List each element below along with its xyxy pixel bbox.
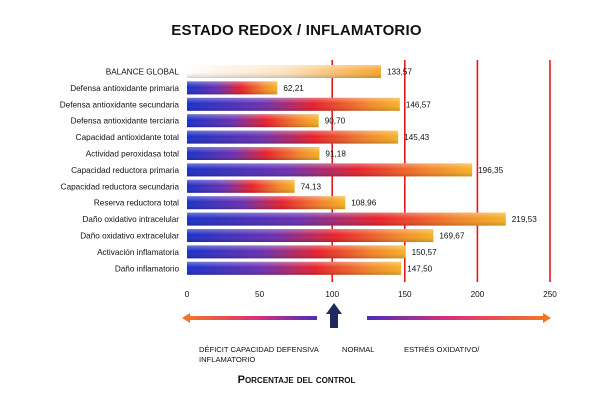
bar-shade-3 xyxy=(187,114,319,128)
bar-shade-10 xyxy=(187,229,434,242)
value-label-10: 169,67 xyxy=(439,232,464,241)
x-tick-150: 150 xyxy=(398,290,412,299)
x-tick-200: 200 xyxy=(471,290,485,299)
x-tick-0: 0 xyxy=(185,290,190,299)
bar-shade-11 xyxy=(187,245,406,259)
legend-stress-label: ESTRÉS OXIDATIVO/ xyxy=(404,345,480,354)
category-label-5: Actividad peroxidasa total xyxy=(86,150,179,159)
value-label-8: 108,96 xyxy=(351,199,376,208)
bars-group xyxy=(187,65,506,275)
category-label-10: Daño oxidativo extracelular xyxy=(80,232,179,241)
right-arrow-icon xyxy=(367,313,551,323)
category-label-6: Capacidad reductora primaria xyxy=(71,166,179,175)
value-label-3: 90,70 xyxy=(325,117,346,126)
bar-shade-8 xyxy=(187,196,346,210)
legend-normal-label: NORMAL xyxy=(342,345,375,354)
bar-shade-2 xyxy=(187,97,400,111)
x-tick-50: 50 xyxy=(255,290,265,299)
value-labels: 133,57 62,21 146,57 90,70 145,43 91,18 196,35 7… xyxy=(283,68,537,274)
value-label-11: 150,57 xyxy=(412,248,437,257)
value-label-2: 146,57 xyxy=(406,100,431,109)
value-label-5: 91,18 xyxy=(325,150,346,159)
bar-shade-9 xyxy=(187,212,506,226)
x-axis-ticks: 0 50 100 150 200 250 xyxy=(185,290,558,299)
bar-shade-5 xyxy=(187,147,320,160)
category-label-12: Daño inflamatorio xyxy=(115,264,180,273)
x-tick-100: 100 xyxy=(325,290,339,299)
category-label-11: Activación inflamatoria xyxy=(97,248,179,257)
category-label-0: BALANCE GLOBAL xyxy=(106,68,180,77)
x-axis-title-text: Porcentaje del control xyxy=(237,374,356,386)
chart-title: ESTADO REDOX / INFLAMATORIO xyxy=(171,22,422,39)
bar-shade-0 xyxy=(187,65,381,78)
category-label-1: Defensa antioxidante primaria xyxy=(70,84,179,93)
category-label-8: Reserva reductora total xyxy=(94,199,179,208)
bar-shade-4 xyxy=(187,130,399,144)
value-label-7: 74,13 xyxy=(301,182,322,191)
x-tick-250: 250 xyxy=(543,290,557,299)
normal-arrow-icon xyxy=(326,303,342,328)
category-label-2: Defensa antioxidante secundaria xyxy=(60,100,180,109)
bar-shade-6 xyxy=(187,163,473,177)
legend-arrows xyxy=(182,303,551,328)
value-label-6: 196,35 xyxy=(478,166,503,175)
category-label-3: Defensa antioxidante terciaria xyxy=(71,117,180,126)
value-label-12: 147,50 xyxy=(407,264,432,273)
value-label-1: 62,21 xyxy=(283,84,304,93)
category-labels: BALANCE GLOBAL Defensa antioxidante prima… xyxy=(60,68,180,274)
category-label-4: Capacidad antioxidante total xyxy=(76,133,180,142)
category-label-7: Capacidad reductora secundaria xyxy=(61,182,180,191)
legend-deficit-label: DÉFICIT CAPACIDAD DEFENSIVA INFLAMATORIO xyxy=(199,345,319,364)
bar-shade-1 xyxy=(187,81,278,95)
bar-shade-7 xyxy=(187,179,295,193)
value-label-4: 145,43 xyxy=(404,133,429,142)
value-label-9: 219,53 xyxy=(512,215,537,224)
category-label-9: Daño oxidativo intracelular xyxy=(83,215,180,224)
bar-shade-12 xyxy=(187,261,402,275)
value-label-0: 133,57 xyxy=(387,68,412,77)
left-arrow-icon xyxy=(182,313,317,323)
x-axis-title: Porcentaje del control xyxy=(0,374,593,386)
